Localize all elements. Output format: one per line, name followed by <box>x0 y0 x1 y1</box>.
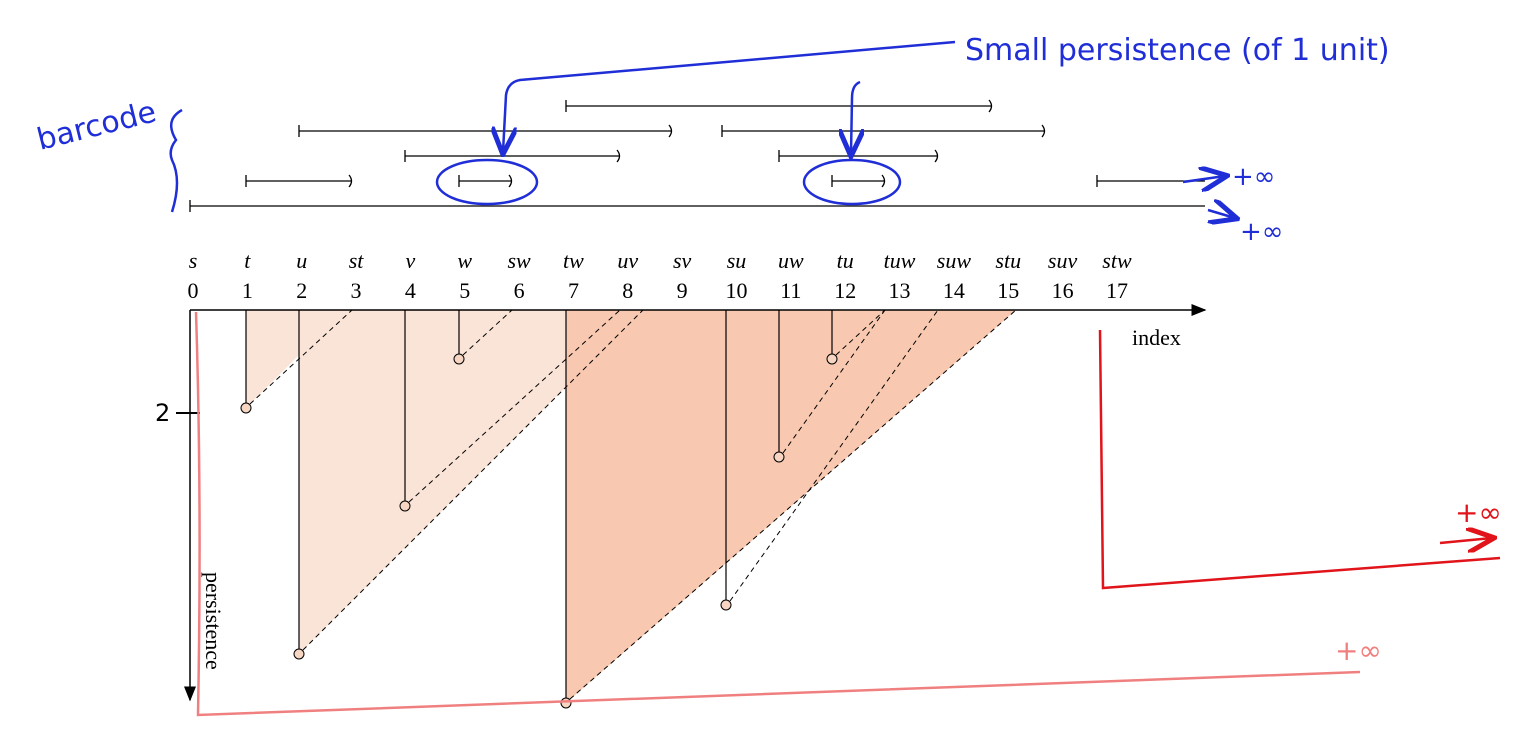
index-number: 12 <box>834 278 856 303</box>
dashed-line <box>835 309 886 356</box>
red-annotation <box>1098 329 1501 590</box>
index-number: 2 <box>296 278 307 303</box>
infinity-label: +∞ <box>1335 634 1382 667</box>
simplex-label: su <box>727 248 747 273</box>
index-label: index <box>1132 325 1181 350</box>
death-point <box>826 353 838 365</box>
simplex-label: sv <box>673 248 692 273</box>
dashed-line <box>302 309 644 651</box>
small-persistence-note: Small persistence (of 1 unit) <box>965 33 1390 68</box>
bar-end <box>508 174 513 188</box>
index-number: 15 <box>997 278 1019 303</box>
simplex-label: v <box>406 248 416 273</box>
simplex-label: u <box>296 248 307 273</box>
index-number: 7 <box>568 278 579 303</box>
index-number: 17 <box>1106 278 1128 303</box>
simplex-label: tw <box>563 248 584 273</box>
simplex-label: tuw <box>884 248 916 273</box>
infinity-label: +∞ <box>1232 162 1275 192</box>
simplex-label: stu <box>995 248 1021 273</box>
death-point <box>453 353 465 365</box>
simplex-label: suv <box>1048 248 1078 273</box>
death-point <box>720 599 732 611</box>
bar-end <box>934 149 939 163</box>
persistence-diagram <box>240 309 1017 709</box>
dashed-line <box>729 309 939 602</box>
persistence-label: persistence <box>201 572 226 670</box>
index-number: 5 <box>459 278 470 303</box>
index-number: 1 <box>242 278 253 303</box>
barcode-label: barcode <box>33 94 159 157</box>
simplex-label: uv <box>617 248 638 273</box>
death-point <box>773 451 785 463</box>
index-number: 4 <box>405 278 416 303</box>
index-number: 11 <box>780 278 801 303</box>
index-number: 16 <box>1052 278 1074 303</box>
death-point <box>293 648 305 660</box>
shaded-region <box>246 310 1016 703</box>
index-number: 0 <box>188 278 199 303</box>
index-number: 13 <box>889 278 911 303</box>
infinity-label: +∞ <box>1240 217 1283 247</box>
death-point <box>560 697 572 709</box>
bar-end <box>881 174 886 188</box>
pink-annotation <box>194 311 1361 717</box>
bar-end <box>988 99 993 113</box>
simplex-label: sw <box>507 248 531 273</box>
index-number: 10 <box>726 278 748 303</box>
infinity-label: +∞ <box>1455 496 1502 529</box>
simplex-label: t <box>244 248 251 273</box>
simplex-label: st <box>349 248 365 273</box>
index-number: 3 <box>351 278 362 303</box>
simplex-label: stw <box>1102 248 1132 273</box>
index-number: 6 <box>514 278 525 303</box>
red-arrow <box>1439 538 1492 543</box>
simplex-label: s <box>189 248 198 273</box>
blue-annotations <box>169 40 1235 218</box>
bar-end <box>1041 124 1046 138</box>
death-point <box>399 500 411 512</box>
bar-end <box>348 174 353 188</box>
index-number: 14 <box>943 278 965 303</box>
bar-end <box>668 124 673 138</box>
bar-end <box>616 149 621 163</box>
simplex-label: w <box>457 248 472 273</box>
simplex-label: suw <box>937 248 972 273</box>
tick-2-label: 2 <box>155 399 170 427</box>
dashed-line <box>462 309 513 356</box>
dashed-line <box>408 309 621 503</box>
index-number: 8 <box>622 278 633 303</box>
death-point <box>240 402 252 414</box>
simplex-label: uw <box>778 248 804 273</box>
barcode-bars <box>189 99 1205 212</box>
simplex-label: tu <box>837 248 854 273</box>
index-number: 9 <box>677 278 688 303</box>
dashed-line <box>782 309 886 454</box>
